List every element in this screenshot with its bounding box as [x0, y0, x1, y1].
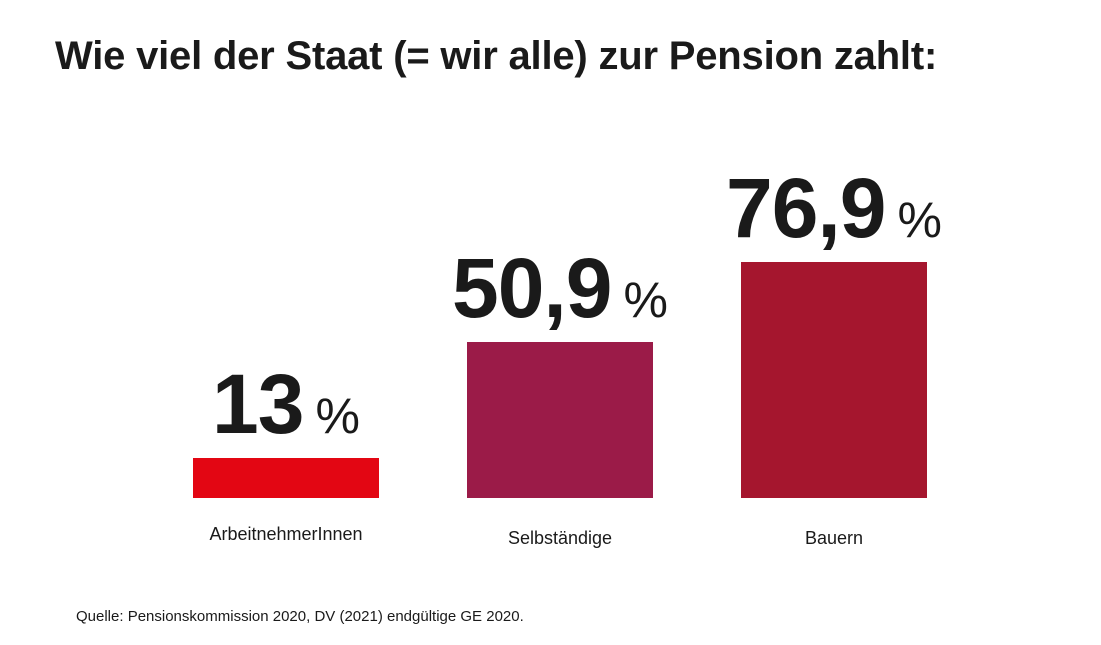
data-label-unit: % [315, 388, 360, 445]
data-label-2: 76,9% [726, 166, 942, 250]
data-label-0: 13% [212, 362, 360, 446]
category-label-0: ArbeitnehmerInnen [209, 524, 363, 544]
category-label-1: Selbständige [507, 528, 613, 548]
bar-0 [193, 458, 379, 498]
category-label-2: Bauern [804, 528, 864, 548]
data-label-value: 13 [212, 357, 304, 452]
data-label-1: 50,9% [452, 246, 668, 330]
source-note: Quelle: Pensionskommission 2020, DV (202… [76, 608, 524, 625]
chart-title: Wie viel der Staat (= wir alle) zur Pens… [55, 34, 938, 78]
data-label-unit: % [623, 271, 668, 328]
data-label-value: 50,9 [452, 240, 612, 335]
data-label-value: 76,9 [726, 160, 886, 255]
bar-1 [467, 341, 653, 498]
data-label-unit: % [897, 191, 942, 248]
bar-2 [741, 261, 927, 498]
